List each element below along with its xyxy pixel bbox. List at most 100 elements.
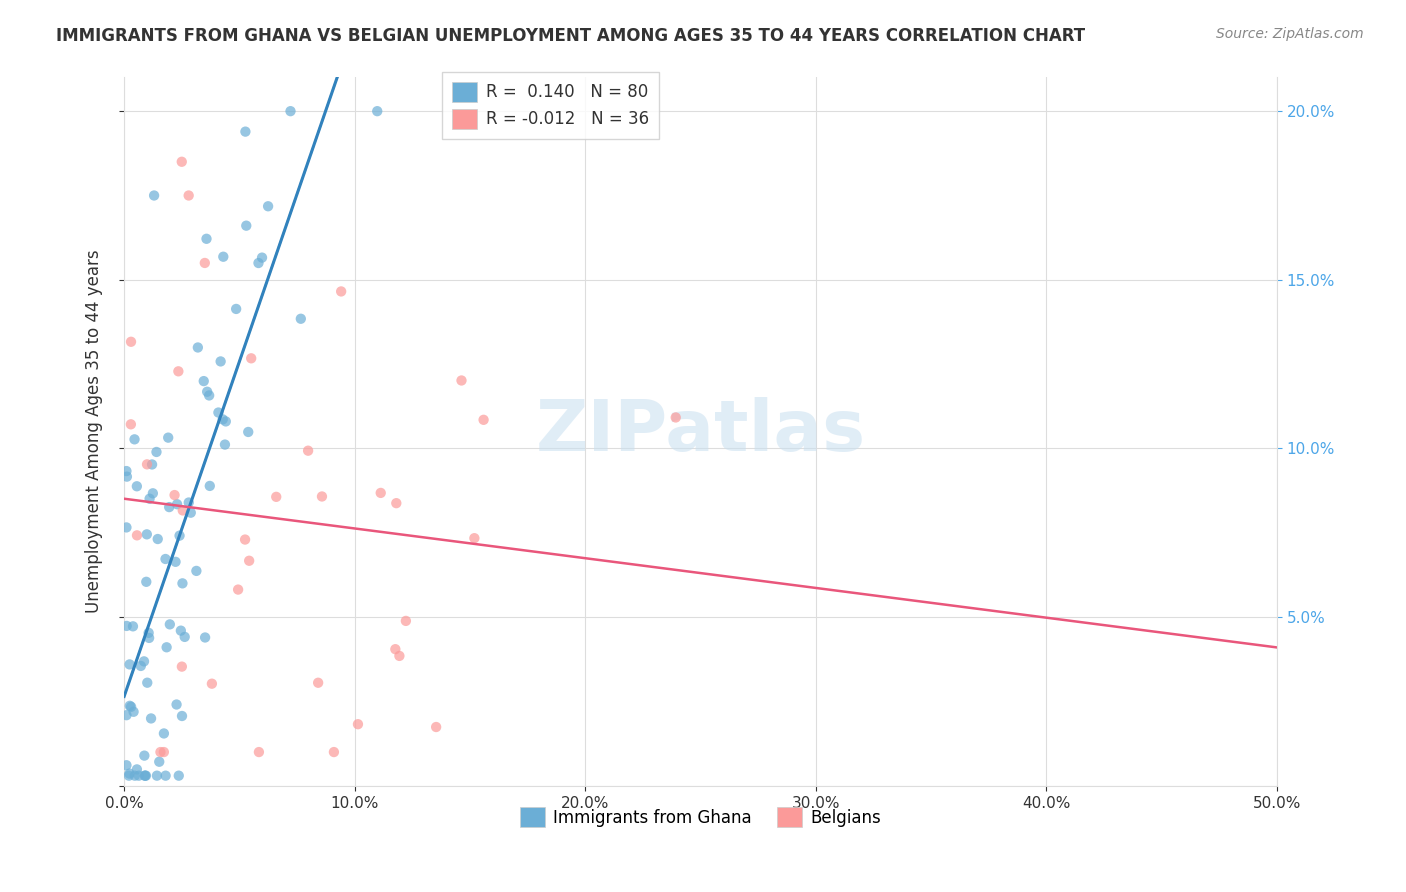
Point bbox=[134, 769, 156, 783]
Point bbox=[145, 445, 167, 459]
Point bbox=[156, 640, 179, 655]
Point bbox=[167, 769, 190, 783]
Point bbox=[388, 648, 411, 663]
Point bbox=[186, 564, 208, 578]
Point bbox=[322, 745, 344, 759]
Point bbox=[134, 769, 156, 783]
Point bbox=[370, 486, 392, 500]
Point bbox=[472, 413, 495, 427]
Point bbox=[124, 769, 146, 783]
Point bbox=[141, 458, 163, 472]
Point bbox=[193, 374, 215, 388]
Point bbox=[167, 364, 190, 378]
Point bbox=[233, 533, 256, 547]
Point bbox=[463, 531, 485, 545]
Point bbox=[166, 698, 188, 712]
Point bbox=[155, 769, 177, 783]
Point bbox=[384, 642, 406, 657]
Point bbox=[118, 766, 141, 780]
Point bbox=[425, 720, 447, 734]
Point bbox=[129, 659, 152, 673]
Point bbox=[209, 354, 232, 368]
Point bbox=[170, 659, 193, 673]
Legend: Immigrants from Ghana, Belgians: Immigrants from Ghana, Belgians bbox=[513, 800, 887, 834]
Point bbox=[170, 709, 193, 723]
Point bbox=[143, 188, 166, 202]
Point bbox=[240, 351, 263, 366]
Point bbox=[212, 250, 235, 264]
Point bbox=[122, 619, 145, 633]
Point bbox=[170, 154, 193, 169]
Text: IMMIGRANTS FROM GHANA VS BELGIAN UNEMPLOYMENT AMONG AGES 35 TO 44 YEARS CORRELAT: IMMIGRANTS FROM GHANA VS BELGIAN UNEMPLO… bbox=[56, 27, 1085, 45]
Y-axis label: Unemployment Among Ages 35 to 44 years: Unemployment Among Ages 35 to 44 years bbox=[86, 250, 103, 614]
Point bbox=[138, 625, 160, 640]
Point bbox=[118, 698, 141, 713]
Text: ZIPatlas: ZIPatlas bbox=[536, 397, 866, 467]
Point bbox=[235, 125, 257, 139]
Point bbox=[163, 488, 186, 502]
Point bbox=[165, 555, 187, 569]
Point bbox=[128, 769, 150, 783]
Point bbox=[118, 657, 141, 672]
Point bbox=[172, 576, 194, 591]
Point bbox=[138, 491, 160, 506]
Point bbox=[297, 443, 319, 458]
Point bbox=[450, 374, 472, 388]
Point bbox=[250, 251, 273, 265]
Point bbox=[180, 506, 202, 520]
Point bbox=[247, 745, 270, 759]
Point bbox=[120, 334, 142, 349]
Point bbox=[169, 528, 191, 542]
Point bbox=[214, 437, 236, 451]
Point bbox=[307, 675, 329, 690]
Point bbox=[155, 552, 177, 566]
Point bbox=[115, 619, 138, 633]
Point bbox=[201, 676, 224, 690]
Point bbox=[125, 479, 148, 493]
Point bbox=[166, 497, 188, 511]
Point bbox=[118, 769, 141, 783]
Point bbox=[347, 717, 370, 731]
Point bbox=[146, 532, 169, 546]
Point bbox=[136, 458, 159, 472]
Point bbox=[153, 726, 176, 740]
Point bbox=[159, 617, 181, 632]
Point bbox=[115, 758, 138, 772]
Text: Source: ZipAtlas.com: Source: ZipAtlas.com bbox=[1216, 27, 1364, 41]
Point bbox=[366, 104, 388, 119]
Point bbox=[172, 503, 194, 517]
Point bbox=[153, 745, 176, 759]
Point bbox=[120, 699, 142, 714]
Point bbox=[330, 285, 353, 299]
Point bbox=[225, 301, 247, 316]
Point bbox=[139, 711, 162, 725]
Point bbox=[157, 431, 180, 445]
Point bbox=[211, 412, 233, 426]
Point bbox=[257, 199, 280, 213]
Point bbox=[157, 500, 180, 515]
Point bbox=[311, 490, 333, 504]
Point bbox=[120, 417, 142, 432]
Point bbox=[290, 311, 312, 326]
Point bbox=[136, 675, 159, 690]
Point bbox=[146, 769, 169, 783]
Point bbox=[124, 433, 146, 447]
Point bbox=[132, 654, 155, 668]
Point bbox=[135, 527, 157, 541]
Point bbox=[226, 582, 249, 597]
Point bbox=[149, 745, 172, 759]
Point bbox=[173, 630, 195, 644]
Point bbox=[170, 624, 193, 638]
Point bbox=[115, 469, 138, 483]
Point bbox=[187, 341, 209, 355]
Point bbox=[238, 554, 260, 568]
Point bbox=[235, 219, 257, 233]
Point bbox=[138, 631, 160, 645]
Point bbox=[665, 410, 688, 425]
Point bbox=[215, 414, 238, 428]
Point bbox=[198, 479, 221, 493]
Point bbox=[134, 748, 156, 763]
Point bbox=[194, 256, 217, 270]
Point bbox=[194, 631, 217, 645]
Point bbox=[280, 104, 302, 119]
